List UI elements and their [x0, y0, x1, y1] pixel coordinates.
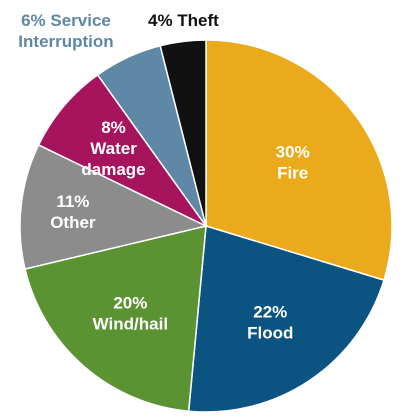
slice-label-theft: 4% Theft [148, 11, 219, 30]
slice-label-service-interruption: 6% Service Interruption [18, 11, 113, 51]
